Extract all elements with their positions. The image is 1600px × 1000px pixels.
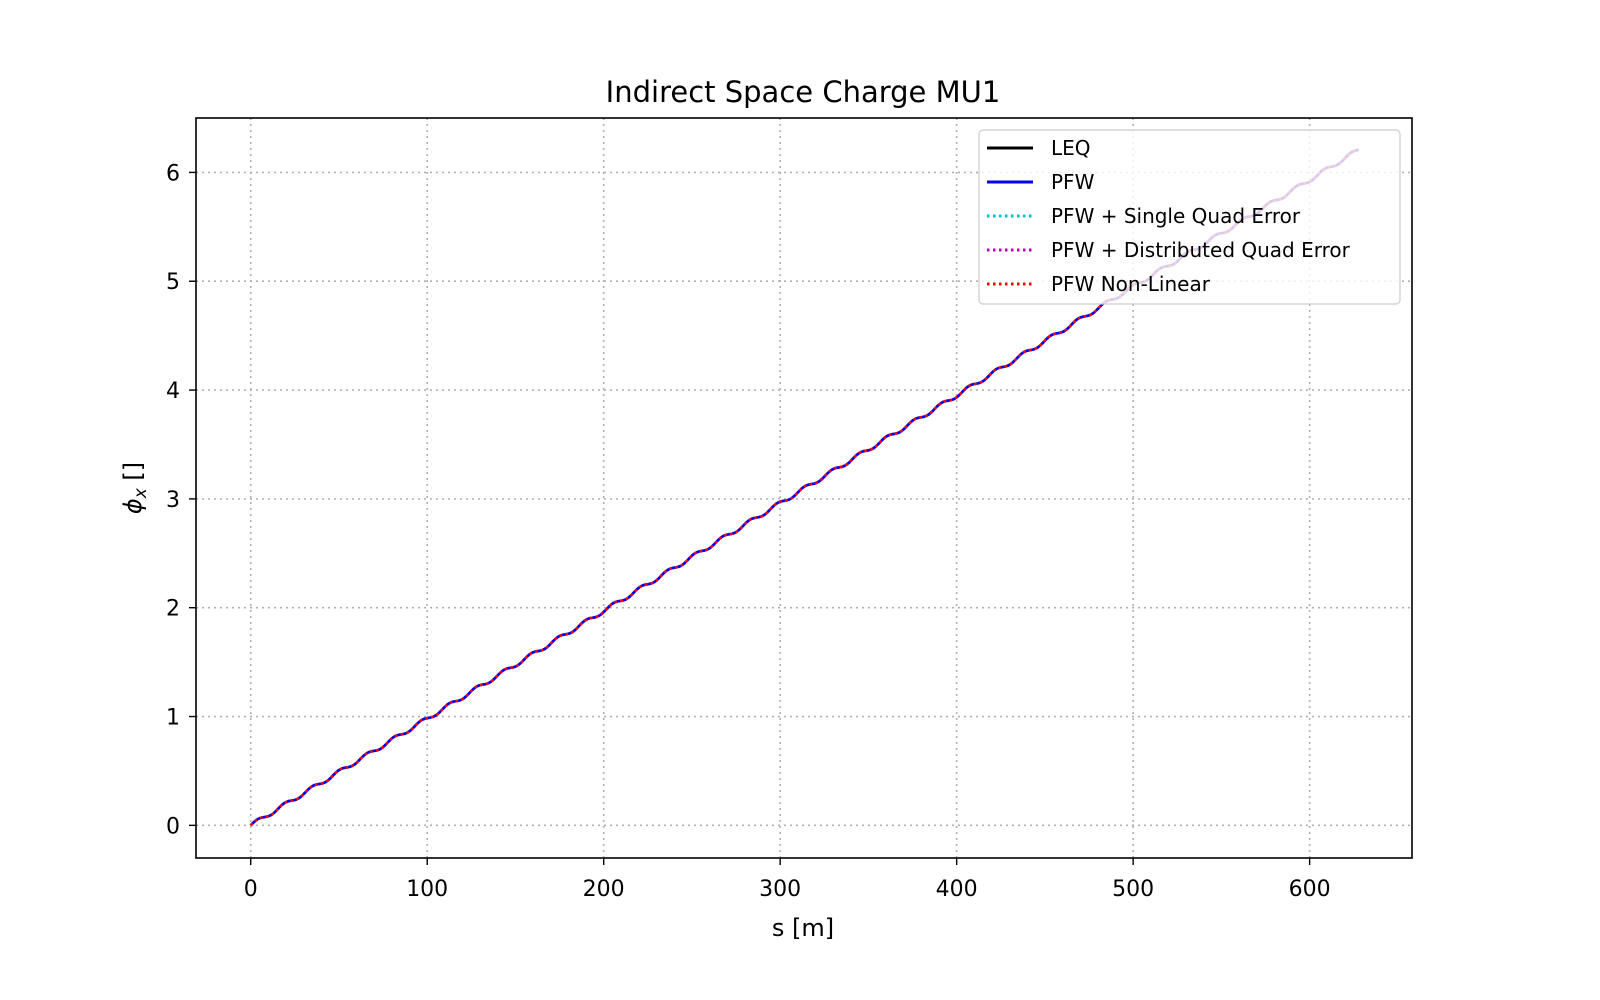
y-tick-label: 0 xyxy=(166,814,180,839)
y-tick-label: 2 xyxy=(166,597,180,622)
x-tick-label: 200 xyxy=(583,877,625,902)
x-tick-label: 100 xyxy=(406,877,448,902)
x-tick-label: 600 xyxy=(1289,877,1331,902)
legend-label: PFW + Single Quad Error xyxy=(1051,204,1301,228)
y-tick-label: 4 xyxy=(166,379,180,404)
legend-box xyxy=(978,129,1401,305)
y-axis-label-symbol: ϕ xyxy=(119,498,147,514)
y-tick-label: 1 xyxy=(166,706,180,731)
x-tick-label: 400 xyxy=(936,877,978,902)
y-axis-label: ϕx [] xyxy=(119,462,151,514)
y-tick-label: 3 xyxy=(166,488,180,513)
y-tick-label: 5 xyxy=(166,270,180,295)
ticks: 0 100 200 300 400 500 600 0 1 2 3 4 5 6 xyxy=(166,161,1331,902)
legend-label: PFW Non-Linear xyxy=(1051,272,1211,296)
legend: LEQ PFW PFW + Single Quad Error PFW + Distr… xyxy=(978,129,1401,305)
x-tick-label: 0 xyxy=(244,877,258,902)
legend-label: PFW xyxy=(1051,170,1095,194)
y-axis-label-subscript: x xyxy=(131,487,151,499)
y-axis-label-unit: [] xyxy=(119,462,147,488)
legend-label: LEQ xyxy=(1051,136,1091,160)
legend-label: PFW + Distributed Quad Error xyxy=(1051,238,1351,262)
series-line-4 xyxy=(249,148,1360,827)
chart-title: Indirect Space Charge MU1 xyxy=(606,75,1001,109)
grid xyxy=(196,118,1412,858)
y-tick-label: 6 xyxy=(166,161,180,186)
x-tick-label: 500 xyxy=(1112,877,1154,902)
x-axis-label: s [m] xyxy=(772,914,834,942)
plot-frame xyxy=(195,117,1413,859)
x-tick-label: 300 xyxy=(759,877,801,902)
